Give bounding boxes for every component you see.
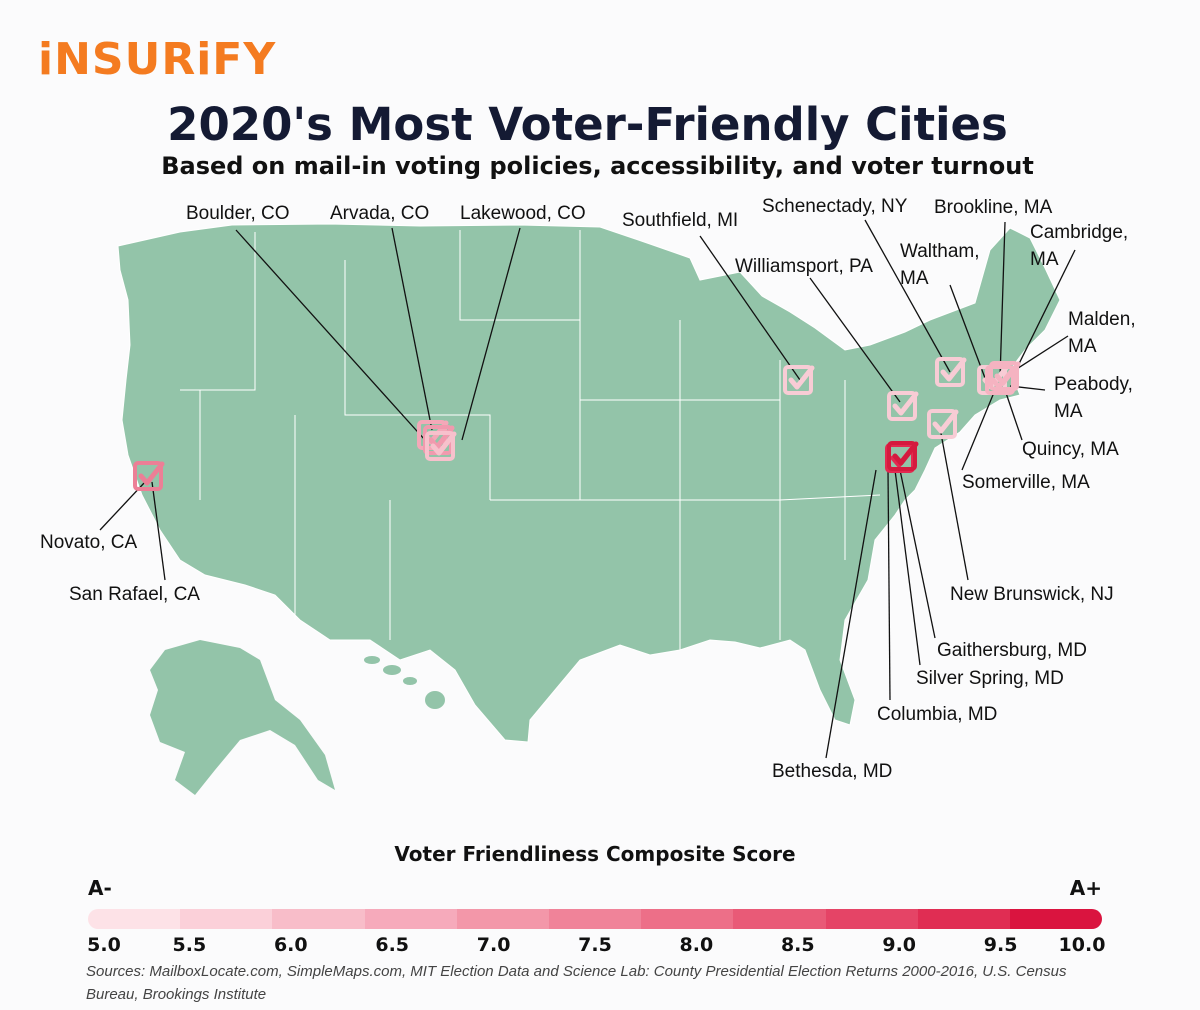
legend-tick-label: 7.0 <box>476 934 511 956</box>
page-subtitle: Based on mail-in voting policies, access… <box>161 152 1034 180</box>
legend-ticks: 5.0 5.5 6.0 6.5 7.0 7.5 8.0 8.5 9.0 9.5 10.0 <box>87 934 1105 958</box>
legend-tick-label: 10.0 <box>1058 934 1106 956</box>
label-silver-spring: Silver Spring, MD <box>916 668 1064 689</box>
label-waltham: Waltham, <box>900 241 980 262</box>
legend-swatch <box>548 909 642 929</box>
label-quincy: Quincy, MA <box>1022 439 1119 460</box>
label-novato: Novato, CA <box>40 532 137 553</box>
leader-lines <box>99 219 1076 759</box>
legend-swatch <box>272 909 365 929</box>
legend-tick-label: 8.5 <box>780 934 815 956</box>
legend-swatch <box>180 909 273 929</box>
label-malden-2: MA <box>1068 336 1097 357</box>
legend-tick-label: 9.5 <box>983 934 1018 956</box>
sources-note: Sources: MailboxLocate.com, SimpleMaps.c… <box>86 963 1067 1003</box>
legend-swatch <box>88 909 181 929</box>
label-arvada: Arvada, CO <box>330 203 429 224</box>
label-san-rafael: San Rafael, CA <box>69 584 200 605</box>
label-boulder: Boulder, CO <box>186 203 290 224</box>
legend-tick-label: 5.5 <box>172 934 207 956</box>
legend-swatch <box>641 909 734 929</box>
label-waltham-2: MA <box>900 268 929 289</box>
label-cambridge-2: MA <box>1030 249 1059 270</box>
label-malden: Malden, <box>1068 309 1136 330</box>
label-cambridge: Cambridge, <box>1030 222 1128 243</box>
alaska-shape <box>150 640 335 795</box>
label-schenectady: Schenectady, NY <box>762 196 908 217</box>
legend-swatch <box>364 909 457 929</box>
label-peabody-2: MA <box>1054 401 1083 422</box>
insurify-logo: iNSURiFY <box>38 34 277 85</box>
legend-swatch <box>917 909 1010 929</box>
label-somerville: Somerville, MA <box>962 472 1090 493</box>
legend-tick-label: 9.0 <box>882 934 917 956</box>
legend-tick-label: 6.5 <box>375 934 410 956</box>
city-labels: Boulder, CO Arvada, CO Lakewood, CO Sout… <box>40 196 1136 782</box>
legend-swatch <box>733 909 826 929</box>
label-columbia: Columbia, MD <box>877 704 997 725</box>
legend-tick-label: 8.0 <box>679 934 714 956</box>
legend-tick-label: 6.0 <box>273 934 308 956</box>
hawaii-shape <box>364 656 445 709</box>
label-bethesda: Bethesda, MD <box>772 761 892 782</box>
legend-swatch <box>825 909 918 929</box>
contiguous-us-shape <box>117 223 1061 743</box>
label-peabody: Peabody, <box>1054 374 1133 395</box>
legend-swatch <box>456 909 549 929</box>
label-williamsport: Williamsport, PA <box>735 256 873 277</box>
legend-tick-label: 7.5 <box>578 934 612 956</box>
page-title: 2020's Most Voter-Friendly Cities <box>167 98 1008 151</box>
label-southfield: Southfield, MI <box>622 210 738 231</box>
legend-high-label: A+ <box>1069 876 1102 900</box>
label-new-brunswick: New Brunswick, NJ <box>950 584 1114 605</box>
legend-low-label: A- <box>88 876 112 900</box>
legend-title: Voter Friendliness Composite Score <box>394 842 796 866</box>
legend-tick-label: 5.0 <box>87 934 121 956</box>
legend-swatch <box>1009 909 1102 929</box>
label-gaithersburg: Gaithersburg, MD <box>937 640 1087 661</box>
label-lakewood: Lakewood, CO <box>460 203 586 224</box>
state-borders <box>180 230 881 650</box>
legend-color-scale <box>88 909 1102 929</box>
label-brookline: Brookline, MA <box>934 197 1053 218</box>
